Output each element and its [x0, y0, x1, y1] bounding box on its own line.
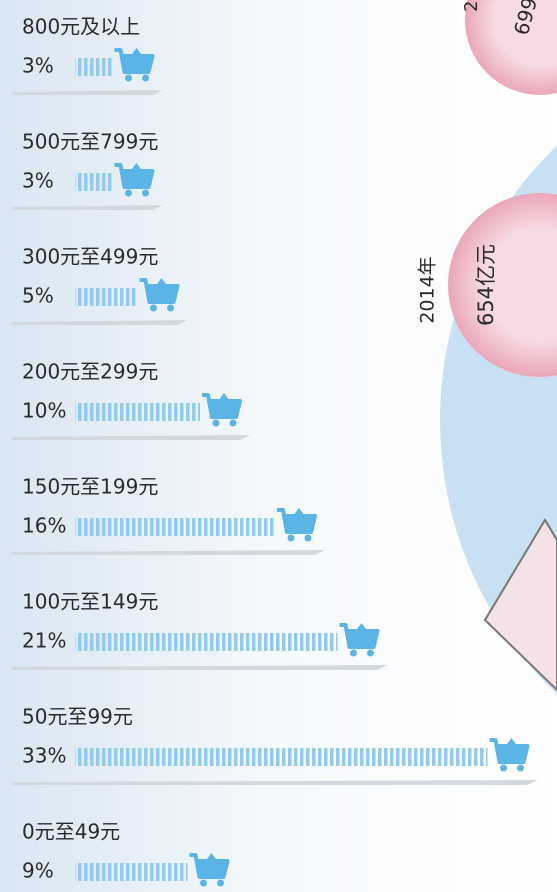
- cart-basket: [286, 516, 314, 530]
- bar: [75, 403, 200, 421]
- cart-wheel: [125, 190, 132, 197]
- cart-wheel: [200, 880, 207, 887]
- cart-wheel: [350, 650, 357, 657]
- category-label: 100元至149元: [22, 590, 158, 614]
- value-label: 9%: [22, 859, 54, 883]
- value-label: 16%: [22, 514, 66, 538]
- value-label: 3%: [22, 169, 54, 193]
- annotation: 654亿元: [474, 244, 498, 326]
- chart: 20 699亿 2014年 654亿元 800元及以上3%500元至799元3%…: [0, 0, 557, 892]
- cart-wheel: [230, 420, 237, 427]
- cart-wheel: [500, 765, 507, 772]
- value-label: 5%: [22, 284, 54, 308]
- cart-basket: [124, 171, 152, 185]
- bar: [75, 633, 338, 651]
- bar: [75, 173, 113, 191]
- cart-wheel: [517, 765, 524, 772]
- bar: [75, 58, 113, 76]
- bar: [75, 288, 138, 306]
- cart-wheel: [167, 305, 174, 312]
- value-label: 21%: [22, 629, 66, 653]
- bar: [75, 863, 188, 881]
- annotation: 20: [461, 0, 482, 12]
- cart-basket: [199, 861, 227, 875]
- cart-basket: [349, 631, 377, 645]
- category-label: 0元至49元: [22, 820, 120, 844]
- value-label: 3%: [22, 54, 54, 78]
- cart-wheel: [213, 420, 220, 427]
- cart-wheel: [288, 535, 295, 542]
- cart-basket: [149, 286, 177, 300]
- category-label: 300元至499元: [22, 245, 158, 269]
- annotation: 2014年: [417, 256, 439, 323]
- cart-wheel: [125, 75, 132, 82]
- cart-wheel: [150, 305, 157, 312]
- category-label: 50元至99元: [22, 705, 133, 729]
- cart-basket: [211, 401, 239, 415]
- cart-wheel: [217, 880, 224, 887]
- category-label: 500元至799元: [22, 130, 158, 154]
- cart-basket: [499, 746, 527, 760]
- bar: [75, 748, 488, 766]
- category-label: 150元至199元: [22, 475, 158, 499]
- cart-wheel: [142, 75, 149, 82]
- category-label: 800元及以上: [22, 15, 140, 39]
- bar: [75, 518, 275, 536]
- cart-wheel: [367, 650, 374, 657]
- value-label: 10%: [22, 399, 66, 423]
- cart-basket: [124, 56, 152, 70]
- cart-wheel: [305, 535, 312, 542]
- category-label: 200元至299元: [22, 360, 158, 384]
- cart-wheel: [142, 190, 149, 197]
- value-label: 33%: [22, 744, 66, 768]
